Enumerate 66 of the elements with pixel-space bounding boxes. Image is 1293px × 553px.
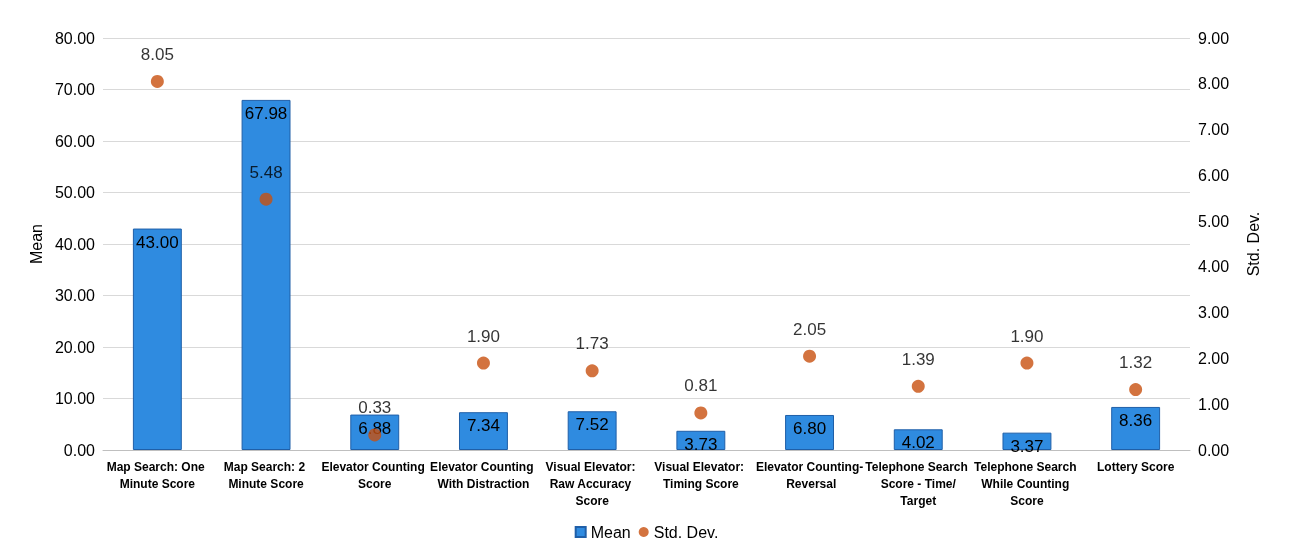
data-label: 1.90 bbox=[1010, 326, 1044, 346]
y2-axis-title: Std. Dev. bbox=[1244, 211, 1262, 277]
data-label: 0.81 bbox=[684, 376, 718, 396]
data-label: 0.33 bbox=[358, 398, 392, 418]
y-tick-label: 70.00 bbox=[54, 81, 96, 98]
data-label: 8.36 bbox=[1119, 410, 1153, 430]
data-label: 5.48 bbox=[249, 162, 283, 182]
y2-tick-label: 9.00 bbox=[1198, 29, 1230, 47]
x-tick-label: Lottery Score bbox=[1096, 459, 1175, 474]
x-tick-label: Elevator Counting With Distraction bbox=[430, 459, 537, 491]
bar bbox=[567, 411, 617, 450]
point bbox=[694, 406, 708, 420]
legend-label: Std. Dev. bbox=[653, 523, 719, 541]
data-label: 8.05 bbox=[140, 44, 174, 64]
x-tick-label: Visual Elevator: Timing Score bbox=[654, 459, 748, 491]
bar bbox=[241, 99, 291, 450]
point bbox=[1020, 356, 1034, 370]
y2-tick-label: 7.00 bbox=[1198, 121, 1230, 139]
y-tick-label: 20.00 bbox=[54, 338, 96, 356]
y2-tick-label: 0.00 bbox=[1198, 441, 1230, 459]
point bbox=[259, 192, 273, 206]
y2-tick-label: 8.00 bbox=[1198, 75, 1230, 93]
data-label: 1.32 bbox=[1119, 353, 1153, 373]
x-tick-label: Elevator Counting- Reversal bbox=[755, 459, 864, 491]
data-label: 7.34 bbox=[466, 416, 500, 436]
y2-tick-label: 1.00 bbox=[1198, 395, 1230, 413]
legend-label: Mean bbox=[590, 523, 631, 541]
x-tick-label: Telephone Search While Counting Score bbox=[974, 459, 1080, 508]
y2-tick-label: 2.00 bbox=[1198, 349, 1230, 367]
y2-tick-label: 4.00 bbox=[1198, 258, 1230, 276]
point bbox=[1129, 383, 1143, 397]
data-label: 1.90 bbox=[466, 326, 500, 346]
data-label: 43.00 bbox=[136, 232, 179, 252]
y-tick-label: 0.00 bbox=[63, 441, 96, 459]
y-tick-label: 60.00 bbox=[54, 132, 96, 150]
x-tick-label: Map Search: 2 Minute Score bbox=[223, 459, 309, 491]
x-tick-label: Telephone Search Score - Time/Target bbox=[865, 459, 972, 508]
y2-tick-label: 3.00 bbox=[1198, 304, 1230, 322]
y-tick-label: 80.00 bbox=[54, 29, 96, 47]
y-axis-title: Mean bbox=[27, 223, 45, 265]
y-tick-label: 10.00 bbox=[54, 390, 96, 407]
x-tick-label: Visual Elevator: Raw Accuracy Score bbox=[545, 459, 639, 508]
point bbox=[150, 74, 164, 88]
x-tick-label: Elevator Counting Score bbox=[321, 459, 429, 491]
data-label: 3.73 bbox=[684, 434, 718, 454]
data-label: 1.73 bbox=[575, 334, 609, 354]
point bbox=[476, 356, 490, 370]
data-label: 4.02 bbox=[901, 433, 935, 453]
data-label: 2.05 bbox=[793, 319, 827, 339]
data-label: 6.80 bbox=[793, 418, 827, 438]
y-tick-label: 40.00 bbox=[54, 235, 96, 253]
y-tick-label: 50.00 bbox=[54, 184, 96, 201]
point bbox=[803, 349, 817, 363]
data-label: 6.88 bbox=[358, 418, 392, 438]
point bbox=[585, 364, 599, 378]
data-label: 1.39 bbox=[901, 349, 935, 369]
y-tick-label: 30.00 bbox=[54, 287, 96, 304]
bar bbox=[458, 412, 508, 450]
data-label: 7.52 bbox=[575, 415, 609, 435]
bar bbox=[132, 228, 182, 450]
data-label: 67.98 bbox=[244, 103, 288, 123]
x-tick-label: Map Search: One Minute Score bbox=[106, 459, 209, 491]
point bbox=[911, 379, 925, 393]
y2-tick-label: 5.00 bbox=[1198, 212, 1230, 230]
y2-tick-label: 6.00 bbox=[1198, 166, 1230, 184]
bar bbox=[1111, 406, 1161, 450]
